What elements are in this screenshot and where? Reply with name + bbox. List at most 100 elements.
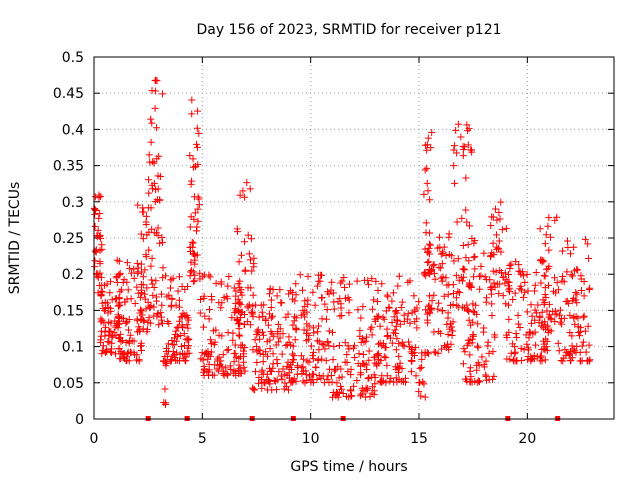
data-point	[474, 320, 482, 328]
data-point	[158, 90, 166, 98]
data-point	[236, 332, 244, 340]
data-point	[491, 283, 499, 291]
data-point	[388, 318, 396, 326]
data-point	[373, 351, 381, 359]
data-point	[292, 280, 300, 288]
data-point	[384, 332, 392, 340]
data-point	[560, 354, 568, 362]
data-point	[348, 392, 356, 400]
data-point	[254, 326, 262, 334]
data-point	[139, 281, 147, 289]
data-point	[163, 293, 171, 301]
data-point	[385, 304, 393, 312]
data-point	[328, 378, 336, 386]
data-point	[274, 320, 282, 328]
data-point	[549, 307, 557, 315]
data-point	[448, 331, 456, 339]
data-point	[449, 327, 457, 335]
data-point	[181, 341, 189, 349]
data-point	[490, 279, 498, 287]
x-axis-label: GPS time / hours	[290, 459, 407, 475]
data-point	[343, 350, 351, 358]
data-point	[547, 327, 555, 335]
data-point	[386, 377, 394, 385]
data-point	[337, 304, 345, 312]
data-point	[124, 286, 132, 294]
data-point	[266, 345, 274, 353]
data-point	[218, 332, 226, 340]
data-point	[297, 352, 305, 360]
data-point	[531, 281, 539, 289]
data-point	[236, 191, 244, 199]
data-point	[273, 356, 281, 364]
data-point	[570, 314, 578, 322]
y-tick-label: 0.45	[53, 86, 84, 102]
data-point	[269, 350, 277, 358]
data-point	[103, 299, 111, 307]
data-point	[519, 268, 527, 276]
data-point	[234, 296, 242, 304]
data-point	[276, 325, 284, 333]
data-point	[137, 342, 145, 350]
data-point	[190, 215, 198, 223]
data-point	[174, 287, 182, 295]
data-point	[489, 239, 497, 247]
data-point	[123, 353, 131, 361]
data-point	[405, 338, 413, 346]
data-point	[392, 346, 400, 354]
data-point	[430, 291, 438, 299]
data-point	[463, 301, 471, 309]
data-point	[205, 315, 213, 323]
data-point	[194, 205, 202, 213]
data-point	[551, 274, 559, 282]
data-point	[400, 342, 408, 350]
data-point	[187, 258, 195, 266]
data-point	[523, 270, 531, 278]
data-point	[519, 272, 527, 280]
data-point	[138, 311, 146, 319]
data-point	[395, 364, 403, 372]
data-point	[134, 268, 142, 276]
data-point	[152, 277, 160, 285]
data-point	[337, 279, 345, 287]
data-point	[538, 256, 546, 264]
data-point	[232, 292, 240, 300]
data-point	[285, 290, 293, 298]
data-point	[140, 317, 148, 325]
data-point	[537, 279, 545, 287]
data-point	[430, 328, 438, 336]
data-point	[158, 290, 166, 298]
data-point	[566, 349, 574, 357]
data-point	[374, 298, 382, 306]
data-point	[145, 151, 153, 159]
data-point	[147, 115, 155, 123]
data-point	[517, 344, 525, 352]
data-point	[417, 392, 425, 400]
data-point	[113, 319, 121, 327]
data-point	[477, 262, 485, 270]
data-point	[119, 350, 127, 358]
data-point	[485, 376, 493, 384]
data-point	[330, 343, 338, 351]
data-point	[253, 331, 261, 339]
data-point	[383, 291, 391, 299]
data-point	[566, 311, 574, 319]
data-point	[515, 267, 523, 275]
data-point	[513, 333, 521, 341]
data-point	[445, 230, 453, 238]
data-point	[147, 303, 155, 311]
data-point	[525, 346, 533, 354]
data-point	[106, 289, 114, 297]
data-point	[158, 319, 166, 327]
data-point	[490, 372, 498, 380]
data-point	[368, 331, 376, 339]
data-point	[345, 309, 353, 317]
data-point	[566, 329, 574, 337]
data-point	[344, 294, 352, 302]
data-point	[440, 292, 448, 300]
data-point	[310, 370, 318, 378]
data-point	[307, 342, 315, 350]
data-point	[186, 223, 194, 231]
data-point	[325, 290, 333, 298]
data-point	[186, 272, 194, 280]
